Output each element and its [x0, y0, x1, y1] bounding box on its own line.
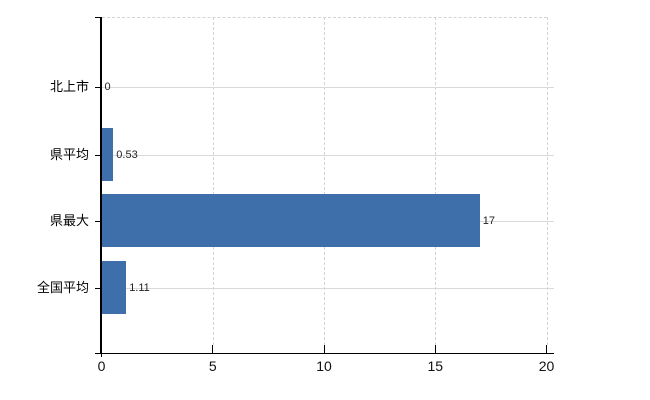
value-label: 1.11 [129, 281, 150, 294]
bar-県最大 [102, 194, 480, 247]
x-axis-line [95, 352, 554, 354]
y-axis-tick [95, 154, 102, 156]
x-gridline [324, 17, 325, 345]
y-gridline [101, 154, 554, 156]
value-label: 17 [482, 214, 495, 227]
value-label: 0.53 [116, 148, 138, 161]
x-axis-zero-tick [100, 353, 102, 357]
x-tick-label: 20 [538, 358, 555, 374]
x-gridline [435, 17, 437, 345]
y-gridline [101, 287, 554, 289]
y-gridline [101, 87, 554, 88]
x-axis-tick [212, 345, 214, 353]
x-axis-tick [323, 345, 325, 353]
x-tick-label: 10 [316, 358, 332, 374]
category-label-北上市: 北上市 [49, 79, 89, 94]
category-label-県平均: 県平均 [49, 146, 89, 162]
y-axis-tick [95, 17, 102, 18]
x-axis-tick [434, 345, 436, 353]
category-label-県最大: 県最大 [49, 212, 89, 228]
x-gridline [546, 17, 548, 345]
x-tick-label: 5 [208, 358, 217, 374]
value-label: 0 [104, 81, 111, 93]
bar-全国平均 [102, 261, 127, 314]
y-axis-tick [95, 287, 102, 289]
y-axis-tick [95, 220, 102, 222]
x-axis-tick [101, 345, 102, 353]
bar-県平均 [102, 128, 114, 181]
x-axis-tick [546, 345, 547, 353]
x-tick-label: 15 [427, 358, 444, 374]
category-label-全国平均: 全国平均 [36, 279, 89, 295]
y-axis-line [100, 17, 102, 353]
x-gridline [212, 17, 214, 345]
x-tick-label: 0 [97, 358, 106, 374]
y-axis-tick [95, 87, 102, 88]
